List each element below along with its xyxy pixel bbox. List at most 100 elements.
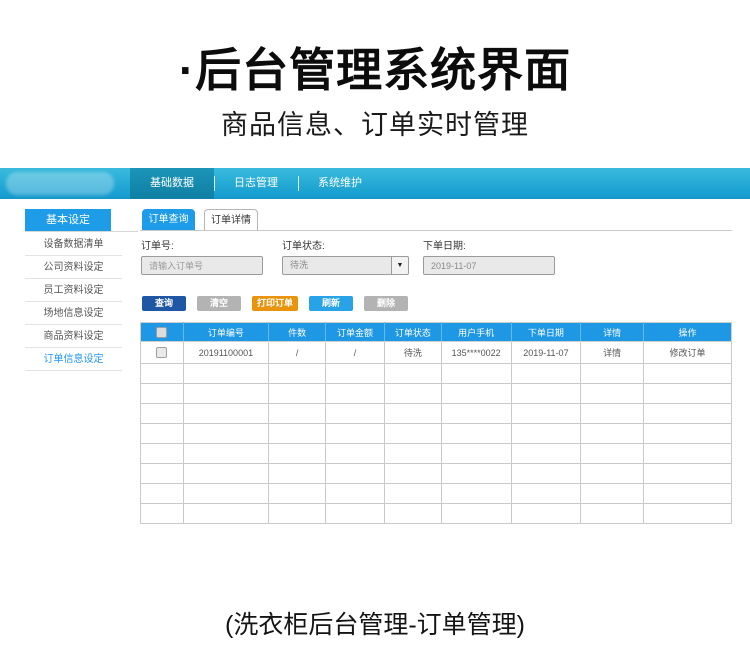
- column-header-操作: 操作: [642, 322, 733, 342]
- order-table-head: 订单编号 件数 订单金额 订单状态 用户手机 下单日期 详情 操作: [140, 322, 733, 342]
- top-navbar: 基础数据 日志管理 系统维护: [0, 168, 750, 199]
- order-status-label: 订单状态:: [282, 241, 325, 252]
- empty-cell: [580, 463, 644, 484]
- table-row: 20191100001// 待洗 135****0022 2019-11-07 详情 修改…: [140, 341, 733, 364]
- tab-订单查询[interactable]: 订单查询: [142, 209, 195, 230]
- tab-订单详情[interactable]: 订单详情: [204, 209, 258, 230]
- row-checkbox[interactable]: [156, 347, 168, 359]
- empty-cell: [140, 463, 184, 484]
- empty-cell: [268, 503, 326, 524]
- empty-cell: [182, 483, 270, 504]
- empty-cell: [440, 423, 512, 444]
- empty-cell: [440, 403, 512, 424]
- empty-cell: [324, 423, 386, 444]
- page-title: ·后台管理系统界面: [178, 44, 572, 96]
- column-header-详情: 详情: [580, 322, 644, 342]
- empty-cell: [324, 443, 386, 464]
- order-date-label: 下单日期:: [423, 241, 466, 252]
- empty-cell: [384, 463, 442, 484]
- sidebar-item-设备数据清单[interactable]: 设备数据清单: [25, 233, 122, 256]
- empty-cell: [182, 383, 270, 404]
- empty-cell: [182, 443, 270, 464]
- column-header-用户手机: 用户手机: [440, 322, 512, 342]
- empty-cell: [642, 463, 733, 484]
- logo-placeholder: [6, 172, 114, 195]
- order-table-body: 20191100001// 待洗 135****0022 2019-11-07 详情 修改…: [140, 341, 733, 524]
- empty-cell: [642, 423, 733, 444]
- link-详情[interactable]: 详情: [580, 341, 644, 364]
- empty-table-row: [140, 443, 733, 464]
- empty-cell: [510, 423, 582, 444]
- empty-cell: [324, 403, 386, 424]
- empty-cell: [440, 383, 512, 404]
- column-header-订单状态: 订单状态: [384, 322, 442, 342]
- sidebar: 基本设定 设备数据清单 公司资料设定 员工资料设定 场地信息设定 商品资料设定 订单信息设…: [25, 209, 122, 371]
- empty-cell: [510, 483, 582, 504]
- empty-cell: [510, 403, 582, 424]
- empty-cell: [140, 383, 184, 404]
- empty-cell: [384, 423, 442, 444]
- empty-cell: [440, 483, 512, 504]
- empty-cell: [510, 443, 582, 464]
- nav-tab-系统维护[interactable]: 系统维护: [298, 168, 382, 199]
- filter-bar: 订单号: 订单状态: 待洗 ▼ 下单日期:: [140, 231, 732, 280]
- action-buttons: 查询 清空 打印订单 刷新 删除: [140, 296, 732, 311]
- sidebar-item-商品资料设定[interactable]: 商品资料设定: [25, 325, 122, 348]
- link-操作[interactable]: 修改订单: [642, 341, 733, 364]
- order-no-input[interactable]: [141, 256, 263, 275]
- order-table: 订单编号 件数 订单金额 订单状态 用户手机 下单日期 详情 操作 20191100001//…: [140, 322, 733, 524]
- empty-cell: [580, 443, 644, 464]
- nav-tabs: 基础数据 日志管理 系统维护: [130, 168, 382, 199]
- empty-cell: [642, 403, 733, 424]
- column-header-件数: 件数: [268, 322, 326, 342]
- empty-table-row: [140, 383, 733, 404]
- empty-cell: [140, 503, 184, 524]
- empty-table-row: [140, 403, 733, 424]
- select-all-checkbox[interactable]: [156, 326, 168, 338]
- 打印订单-button[interactable]: 打印订单: [252, 296, 299, 311]
- sidebar-item-员工资料设定[interactable]: 员工资料设定: [25, 279, 122, 302]
- chevron-down-icon[interactable]: ▼: [391, 256, 409, 275]
- sidebar-item-公司资料设定[interactable]: 公司资料设定: [25, 256, 122, 279]
- empty-cell: [324, 503, 386, 524]
- content-tabs: 订单查询 订单详情: [140, 209, 732, 231]
- cell-下单日期: 2019-11-07: [510, 341, 582, 364]
- empty-cell: [510, 363, 582, 384]
- empty-cell: [440, 463, 512, 484]
- empty-cell: [324, 463, 386, 484]
- empty-cell: [580, 503, 644, 524]
- empty-cell: [384, 403, 442, 424]
- 清空-button[interactable]: 清空: [197, 296, 241, 311]
- empty-cell: [642, 483, 733, 504]
- empty-cell: [580, 383, 644, 404]
- nav-tab-日志管理[interactable]: 日志管理: [214, 168, 298, 199]
- empty-cell: [642, 443, 733, 464]
- empty-cell: [384, 383, 442, 404]
- empty-cell: [440, 443, 512, 464]
- empty-cell: [324, 383, 386, 404]
- sidebar-header-basic-settings[interactable]: 基本设定: [25, 209, 111, 231]
- empty-cell: [268, 423, 326, 444]
- order-date-input[interactable]: [423, 256, 555, 275]
- 刷新-button[interactable]: 刷新: [309, 296, 354, 311]
- sidebar-item-订单信息设定[interactable]: 订单信息设定: [25, 348, 122, 371]
- empty-table-row: [140, 483, 733, 504]
- 查询-button[interactable]: 查询: [142, 296, 186, 311]
- empty-cell: [140, 403, 184, 424]
- empty-cell: [384, 503, 442, 524]
- nav-tab-基础数据[interactable]: 基础数据: [130, 168, 214, 199]
- empty-cell: [268, 383, 326, 404]
- filter-order-no: 订单号:: [141, 237, 263, 275]
- cell-用户手机: 135****0022: [440, 341, 512, 364]
- empty-cell: [182, 403, 270, 424]
- empty-cell: [324, 363, 386, 384]
- empty-table-row: [140, 503, 733, 524]
- filter-order-date: 下单日期:: [423, 237, 555, 275]
- 删除-button[interactable]: 删除: [364, 296, 409, 311]
- empty-cell: [182, 363, 270, 384]
- order-status-select[interactable]: 待洗 ▼: [282, 256, 409, 275]
- column-header-订单编号: 订单编号: [182, 322, 270, 342]
- sidebar-item-场地信息设定[interactable]: 场地信息设定: [25, 302, 122, 325]
- empty-table-row: [140, 363, 733, 384]
- empty-cell: [268, 363, 326, 384]
